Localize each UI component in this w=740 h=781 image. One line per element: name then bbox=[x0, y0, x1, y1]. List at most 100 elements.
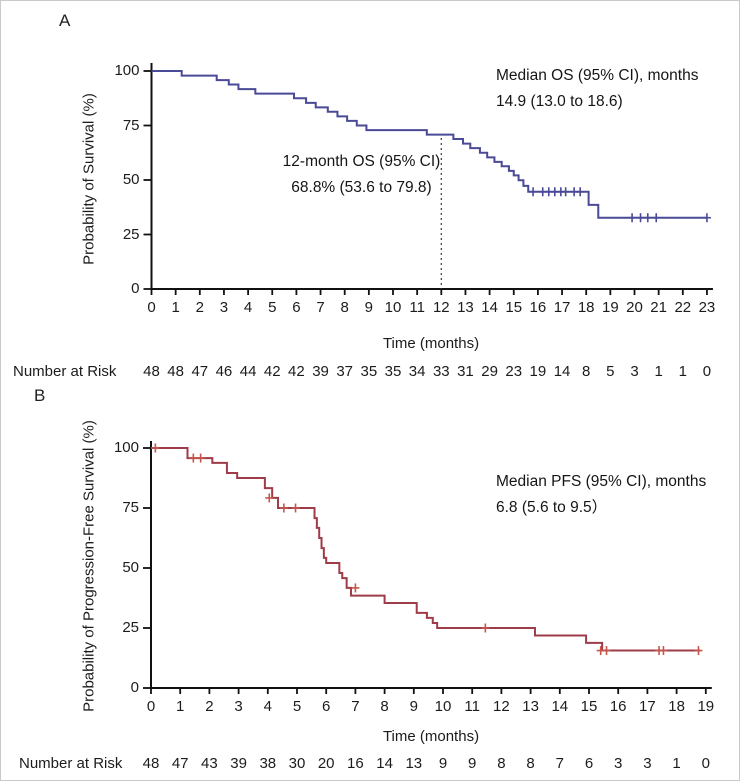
risk-count: 1 bbox=[678, 363, 687, 380]
risk-count: 38 bbox=[259, 755, 277, 772]
median-os-line2: 14.9 (13.0 to 18.6) bbox=[496, 93, 623, 110]
risk-count: 37 bbox=[336, 363, 354, 380]
x-tick-label: 5 bbox=[268, 299, 277, 316]
risk-count: 44 bbox=[239, 363, 257, 380]
risk-count: 13 bbox=[405, 755, 423, 772]
risk-count: 7 bbox=[555, 755, 564, 772]
x-tick-label: 4 bbox=[243, 299, 253, 316]
y-tick-label: 50 bbox=[122, 171, 140, 188]
risk-count: 3 bbox=[643, 755, 652, 772]
risk-count: 34 bbox=[408, 363, 426, 380]
risk-count: 8 bbox=[497, 755, 506, 772]
risk-count: 1 bbox=[672, 755, 681, 772]
x-tick-label: 8 bbox=[380, 698, 389, 715]
x-tick-label: 15 bbox=[580, 698, 598, 715]
median-os-annotation: Median OS (95% CI), months 14.9 (13.0 to… bbox=[496, 63, 698, 115]
risk-count: 23 bbox=[505, 363, 523, 380]
risk-count: 35 bbox=[360, 363, 378, 380]
x-tick-label: 23 bbox=[698, 299, 716, 316]
x-tick-label: 19 bbox=[697, 698, 715, 715]
y-tick-label: 75 bbox=[122, 116, 140, 134]
x-tick-label: 6 bbox=[292, 299, 301, 316]
risk-count: 5 bbox=[606, 363, 615, 380]
x-tick-label: 18 bbox=[668, 698, 685, 715]
median-pfs-line2: 6.8 (5.6 to 9.5） bbox=[496, 499, 608, 516]
risk-count: 19 bbox=[529, 363, 547, 380]
x-axis-title-pfs: Time (months) bbox=[382, 728, 480, 745]
twelve-month-os-line1: 12-month OS (95% CI) bbox=[282, 153, 441, 170]
risk-count: 8 bbox=[582, 363, 591, 380]
x-tick-label: 10 bbox=[434, 698, 452, 715]
x-tick-label: 1 bbox=[176, 698, 185, 715]
y-tick-label: 0 bbox=[131, 280, 140, 297]
x-tick-label: 0 bbox=[147, 299, 156, 316]
x-tick-label: 11 bbox=[409, 299, 425, 316]
x-tick-label: 14 bbox=[481, 299, 498, 316]
median-pfs-line1: Median PFS (95% CI), months bbox=[496, 473, 707, 490]
y-tick-label: 25 bbox=[122, 225, 140, 243]
y-tick-label: 25 bbox=[122, 619, 139, 636]
risk-count: 43 bbox=[201, 755, 218, 772]
risk-count: 16 bbox=[347, 755, 364, 772]
risk-count: 42 bbox=[263, 363, 281, 380]
risk-count: 35 bbox=[384, 363, 402, 380]
x-tick-label: 17 bbox=[639, 698, 656, 715]
x-tick-label: 12 bbox=[432, 299, 450, 316]
y-tick-label: 100 bbox=[114, 62, 140, 79]
number-at-risk-label-pfs: Number at Risk bbox=[19, 755, 123, 772]
risk-count: 14 bbox=[376, 755, 393, 772]
risk-count: 47 bbox=[171, 755, 189, 772]
risk-count: 31 bbox=[457, 363, 474, 380]
risk-count: 8 bbox=[526, 755, 535, 772]
risk-count: 3 bbox=[614, 755, 623, 772]
x-tick-label: 5 bbox=[292, 698, 302, 715]
risk-count: 3 bbox=[630, 363, 639, 380]
x-tick-label: 13 bbox=[457, 299, 474, 316]
x-tick-label: 9 bbox=[364, 299, 374, 316]
x-tick-label: 2 bbox=[195, 299, 204, 316]
x-tick-label: 3 bbox=[219, 299, 229, 316]
x-tick-label: 7 bbox=[351, 698, 360, 715]
panel-a-letter: A bbox=[59, 11, 71, 30]
risk-count: 0 bbox=[702, 363, 712, 380]
x-tick-label: 16 bbox=[529, 299, 547, 316]
risk-count: 46 bbox=[215, 363, 233, 380]
x-tick-label: 17 bbox=[553, 299, 571, 316]
risk-count: 0 bbox=[701, 755, 710, 772]
x-tick-label: 7 bbox=[316, 299, 325, 316]
x-tick-label: 8 bbox=[340, 299, 349, 316]
x-tick-label: 13 bbox=[522, 698, 539, 715]
median-os-line1: Median OS (95% CI), months bbox=[496, 67, 699, 84]
x-tick-label: 0 bbox=[146, 698, 156, 715]
risk-count: 30 bbox=[288, 755, 306, 772]
x-tick-label: 3 bbox=[234, 698, 243, 715]
twelve-month-os-line2: 68.8% (53.6 to 79.8) bbox=[291, 179, 432, 196]
median-pfs-annotation: Median PFS (95% CI), months 6.8 (5.6 to … bbox=[496, 469, 706, 521]
x-tick-label: 11 bbox=[464, 698, 480, 715]
risk-count: 6 bbox=[584, 755, 594, 772]
risk-count: 48 bbox=[143, 363, 160, 380]
risk-count: 14 bbox=[553, 363, 571, 380]
x-tick-label: 15 bbox=[505, 299, 523, 316]
x-tick-label: 4 bbox=[263, 698, 272, 715]
risk-count: 39 bbox=[230, 755, 247, 772]
x-tick-label: 1 bbox=[171, 299, 180, 316]
x-tick-label: 21 bbox=[650, 299, 667, 316]
y-tick-label: 100 bbox=[113, 439, 139, 456]
risk-count: 47 bbox=[191, 363, 209, 380]
risk-count: 48 bbox=[142, 755, 160, 772]
risk-count: 9 bbox=[468, 755, 477, 772]
x-tick-label: 22 bbox=[674, 299, 692, 316]
x-axis-title-os: Time (months) bbox=[382, 335, 480, 352]
number-at-risk-label-os: Number at Risk bbox=[13, 363, 117, 380]
risk-count: 29 bbox=[481, 363, 498, 380]
x-tick-label: 18 bbox=[577, 299, 595, 316]
x-tick-label: 20 bbox=[626, 299, 643, 316]
risk-count: 20 bbox=[317, 755, 335, 772]
y-tick-label: 50 bbox=[122, 559, 139, 576]
risk-count: 9 bbox=[438, 755, 448, 772]
x-tick-label: 9 bbox=[409, 698, 418, 715]
risk-count: 39 bbox=[312, 363, 329, 380]
x-tick-label: 12 bbox=[493, 698, 510, 715]
